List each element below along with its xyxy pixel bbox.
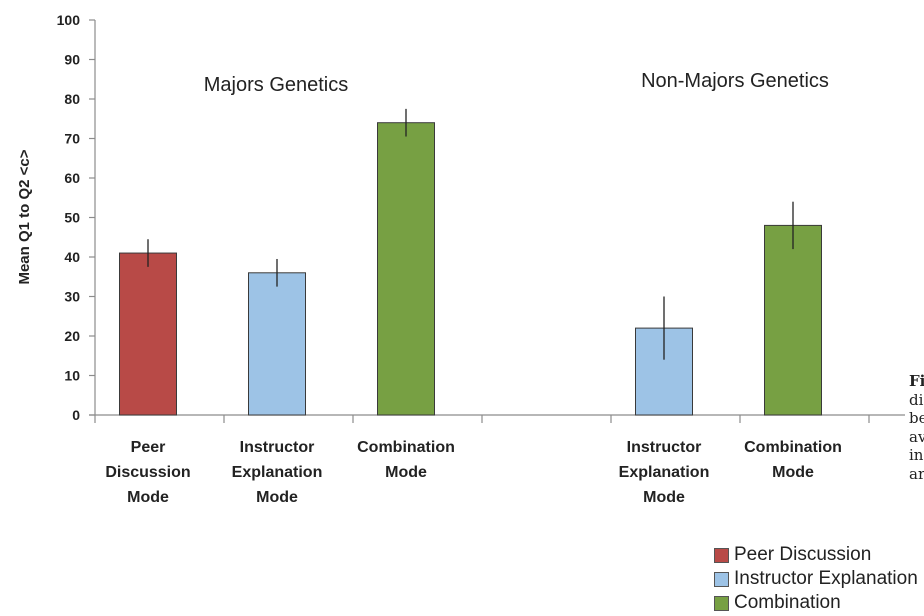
y-tick-label: 70 <box>64 131 80 147</box>
y-tick-label: 30 <box>64 289 80 305</box>
y-tick-label: 40 <box>64 249 80 265</box>
caption-line: av <box>909 427 924 446</box>
x-category-label: Discussion <box>105 464 190 481</box>
x-category-label: Combination <box>744 439 842 456</box>
y-tick-label: 100 <box>57 12 81 28</box>
legend-label: Combination <box>734 592 841 613</box>
bar <box>119 252 177 416</box>
y-tick-label: 0 <box>72 407 80 423</box>
x-category-label: Mode <box>385 464 427 481</box>
caption-line: di <box>909 390 924 409</box>
x-category-label: Instructor <box>627 439 702 456</box>
y-tick-label: 90 <box>64 52 80 68</box>
legend-label: Peer Discussion <box>734 544 872 565</box>
x-category-label: Mode <box>772 464 814 481</box>
legend-swatch <box>714 595 729 611</box>
y-tick-label: 50 <box>64 210 80 226</box>
legend-item-peer-discussion: Peer Discussion <box>714 543 918 567</box>
x-category-label: Combination <box>357 439 455 456</box>
y-tick-label: 20 <box>64 328 80 344</box>
group-title: Non-Majors Genetics <box>641 70 829 92</box>
x-category-label: Explanation <box>232 464 323 481</box>
caption-line: ar <box>909 464 924 483</box>
y-tick-label: 10 <box>64 368 80 384</box>
legend-label: Instructor Explanation <box>734 568 918 589</box>
x-category-label: Explanation <box>619 464 710 481</box>
bar <box>377 122 435 416</box>
legend-swatch <box>714 571 729 587</box>
bar <box>764 224 822 416</box>
y-axis-title: Mean Q1 to Q2 <c> <box>16 149 33 284</box>
chart-legend: Peer Discussion Instructor Explanation C… <box>714 543 918 615</box>
x-category-label: Mode <box>643 489 685 506</box>
legend-item-instructor-explanation: Instructor Explanation <box>714 567 918 591</box>
legend-item-combination: Combination <box>714 591 918 615</box>
y-tick-label: 60 <box>64 170 80 186</box>
caption-line: be <box>909 409 924 427</box>
x-category-label: Mode <box>127 489 169 506</box>
bar <box>248 272 306 416</box>
y-tick-label: 80 <box>64 91 80 107</box>
caption-line: Fi <box>909 372 924 390</box>
x-category-label: Peer <box>131 439 166 456</box>
legend-swatch <box>714 547 729 563</box>
x-category-label: Instructor <box>240 439 315 456</box>
cropped-caption-text: Fi di be av in ar <box>909 372 924 483</box>
group-title: Majors Genetics <box>204 74 349 96</box>
x-category-label: Mode <box>256 489 298 506</box>
caption-line: in <box>909 446 924 464</box>
